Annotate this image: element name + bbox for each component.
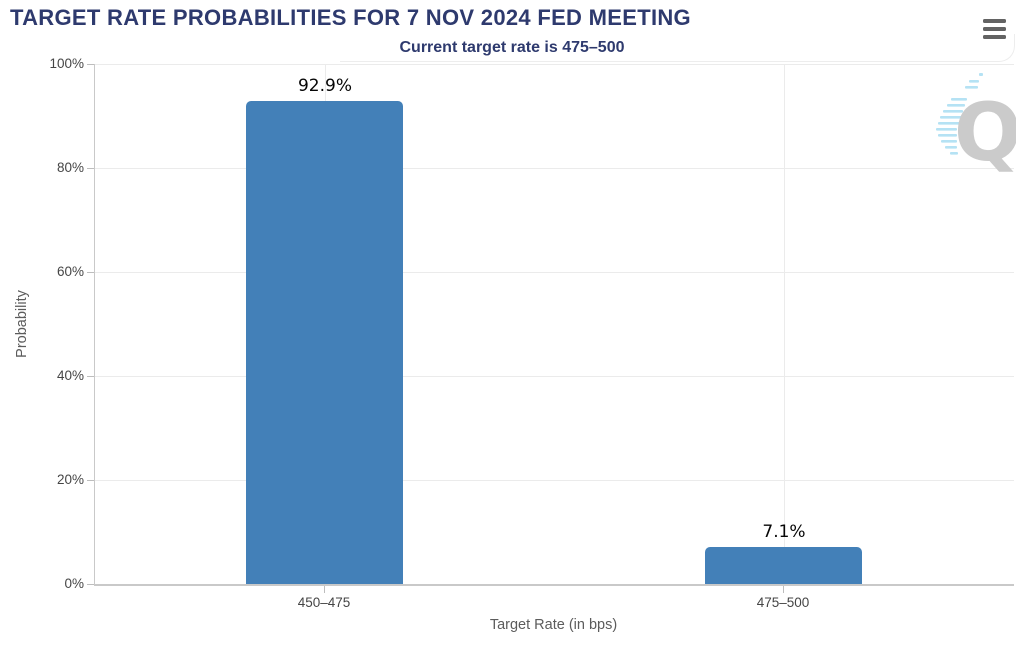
y-tick-mark: [87, 480, 94, 481]
x-tick-label: 475–500: [756, 595, 810, 610]
bar-value-label: 7.1%: [762, 522, 806, 542]
y-gridline: [95, 480, 1014, 481]
y-gridline: [95, 376, 1014, 377]
q-logo-watermark: Q: [936, 73, 1016, 176]
bar-2[interactable]: [705, 547, 862, 584]
x-tick-mark: [783, 586, 784, 593]
y-tick-label: 40%: [56, 368, 84, 383]
hamburger-bar: [983, 35, 1006, 39]
q-logo-letter: Q: [954, 86, 1016, 176]
bar-1[interactable]: [246, 101, 403, 584]
x-tick-mark: [324, 586, 325, 593]
y-tick-mark: [87, 64, 94, 65]
page-title: TARGET RATE PROBABILITIES FOR 7 NOV 2024…: [10, 5, 691, 30]
y-tick-label: 100%: [49, 56, 84, 71]
y-tick-mark: [87, 584, 94, 585]
bar-value-label: 92.9%: [297, 76, 352, 96]
hamburger-bar: [983, 19, 1006, 23]
q-logo-speedlines: [936, 73, 983, 155]
y-axis-title: Probability: [14, 290, 30, 358]
y-gridline: [95, 272, 1014, 273]
y-tick-label: 20%: [56, 472, 84, 487]
y-tick-label: 80%: [56, 160, 84, 175]
x-gridline: [784, 64, 785, 584]
y-gridline: [95, 64, 1014, 65]
x-tick-label: 450–475: [297, 595, 351, 610]
y-tick-label: 60%: [56, 264, 84, 279]
y-tick-mark: [87, 168, 94, 169]
y-tick-mark: [87, 272, 94, 273]
y-gridline: [95, 168, 1014, 169]
chart-subtitle: Current target rate is 475–500: [399, 39, 625, 56]
y-tick-label: 0%: [64, 576, 84, 591]
hamburger-menu-icon[interactable]: [983, 19, 1006, 39]
plot-area: Q 92.9% 7.1%: [94, 64, 1016, 586]
hamburger-bar: [983, 27, 1006, 31]
x-axis-title: Target Rate (in bps): [489, 617, 618, 633]
y-tick-mark: [87, 376, 94, 377]
